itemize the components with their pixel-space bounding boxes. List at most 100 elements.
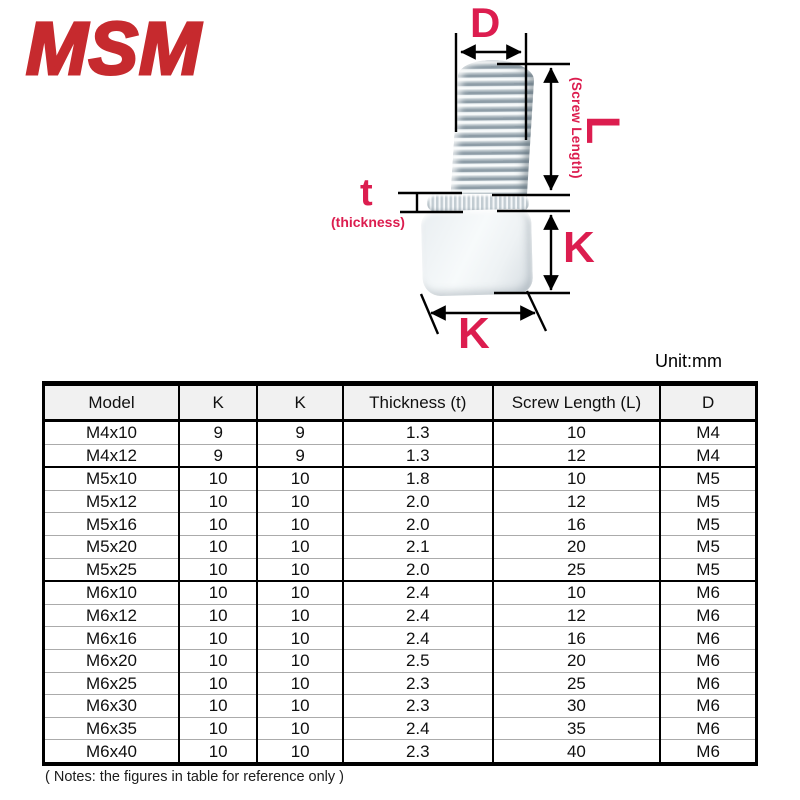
table-cell: 12 [491,443,661,469]
table-row: M4x12 9 9 1.3 12 M4 [43,443,757,469]
table-cell: 10 [177,648,258,673]
dimension-lines [398,33,570,335]
dim-label-thickness: (thickness) [331,214,405,230]
table-cell: 2.3 [341,671,493,695]
table-cell: 10 [256,534,343,559]
table-row: M6x30 10 10 2.3 30 M6 [43,694,757,718]
table-cell: 2.1 [341,534,493,559]
table-row: M5x16 10 10 2.0 16 M5 [43,512,757,536]
bolt-flange [427,194,529,212]
table-cell: 1.3 [341,420,493,445]
table-row: M5x12 10 10 2.0 12 M5 [43,489,757,513]
table-cell: 12 [491,489,661,513]
table-cell: 10 [256,603,343,627]
table-cell: 10 [177,716,258,740]
table-cell: 10 [491,580,661,605]
table-cell: 2.5 [341,648,493,673]
table-cell: 9 [256,443,343,469]
table-cell: 10 [256,557,343,583]
table-cell: 16 [491,512,661,536]
table-cell: 16 [491,626,661,650]
table-cell: M6x35 [43,716,179,740]
table-cell: M6 [659,580,757,605]
table-cell: 25 [491,671,661,695]
table-cell: 2.0 [341,489,493,513]
table-row: M5x20 10 10 2.1 20 M5 [43,534,757,559]
table-cell: 10 [177,512,258,536]
table-cell: M5x12 [43,489,179,513]
dim-label-screw-length: (Screw Length) [569,77,584,179]
table-row: M6x20 10 10 2.5 20 M6 [43,648,757,673]
column-header-d: D [659,383,757,422]
dim-label-k-height: K [563,223,595,272]
table-cell: M6x10 [43,580,179,605]
table-cell: 10 [177,739,258,764]
table-cell: M6x25 [43,671,179,695]
table-cell: M6 [659,648,757,673]
table-cell: 2.3 [341,694,493,718]
dim-label-t: t [360,172,373,214]
table-cell: M5x20 [43,534,179,559]
table-cell: M5 [659,534,757,559]
table-row: M6x12 10 10 2.4 12 M6 [43,603,757,627]
table-cell: 2.0 [341,557,493,583]
table-cell: 10 [177,694,258,718]
table-row: M5x25 10 10 2.0 25 M5 [43,557,757,583]
table-cell: 35 [491,716,661,740]
table-row: M6x40 10 10 2.3 40 M6 [43,739,757,764]
table-cell: 10 [177,580,258,605]
table-cell: M6 [659,626,757,650]
table-cell: M5 [659,512,757,536]
table-cell: M5 [659,557,757,583]
table-cell: 9 [177,443,258,469]
brand-logo: MSM [25,6,203,91]
table-cell: 2.4 [341,716,493,740]
table-cell: 10 [256,671,343,695]
table-cell: 2.4 [341,603,493,627]
column-header-screw-length: Screw Length (L) [491,383,661,422]
table-cell: 20 [491,648,661,673]
column-header-model: Model [43,383,179,422]
table-row: M4x10 9 9 1.3 10 M4 [43,420,757,445]
table-cell: 10 [177,557,258,583]
spec-table: Model K K Thickness (t) Screw Length (L)… [42,381,758,766]
table-cell: M6 [659,716,757,740]
table-cell: 12 [491,603,661,627]
table-cell: 10 [177,534,258,559]
table-cell: M6x20 [43,648,179,673]
table-cell: 9 [177,420,258,445]
table-cell: 10 [491,466,661,491]
table-cell: M4 [659,420,757,445]
table-cell: 2.4 [341,580,493,605]
table-cell: 10 [256,580,343,605]
table-cell: 2.3 [341,739,493,764]
table-cell: M4 [659,443,757,469]
table-cell: 1.8 [341,466,493,491]
table-cell: 10 [256,466,343,491]
table-cell: 10 [256,694,343,718]
table-cell: 10 [256,739,343,764]
table-cell: M5 [659,489,757,513]
table-cell: 10 [256,716,343,740]
table-row: M6x35 10 10 2.4 35 M6 [43,716,757,740]
dim-label-k-width: K [458,309,490,358]
table-cell: 10 [491,420,661,445]
table-cell: M6 [659,694,757,718]
table-cell: 30 [491,694,661,718]
table-cell: 9 [256,420,343,445]
table-cell: M5x10 [43,466,179,491]
table-cell: 2.4 [341,626,493,650]
table-row: M6x25 10 10 2.3 25 M6 [43,671,757,695]
table-cell: M5x25 [43,557,179,583]
table-cell: 10 [256,512,343,536]
table-cell: 10 [256,489,343,513]
table-cell: M5 [659,466,757,491]
table-cell: M4x12 [43,443,179,469]
table-cell: 10 [177,489,258,513]
table-cell: 40 [491,739,661,764]
dim-label-d: D [470,0,501,46]
unit-label: Unit:mm [655,351,722,371]
table-cell: M5x16 [43,512,179,536]
table-cell: M6x16 [43,626,179,650]
